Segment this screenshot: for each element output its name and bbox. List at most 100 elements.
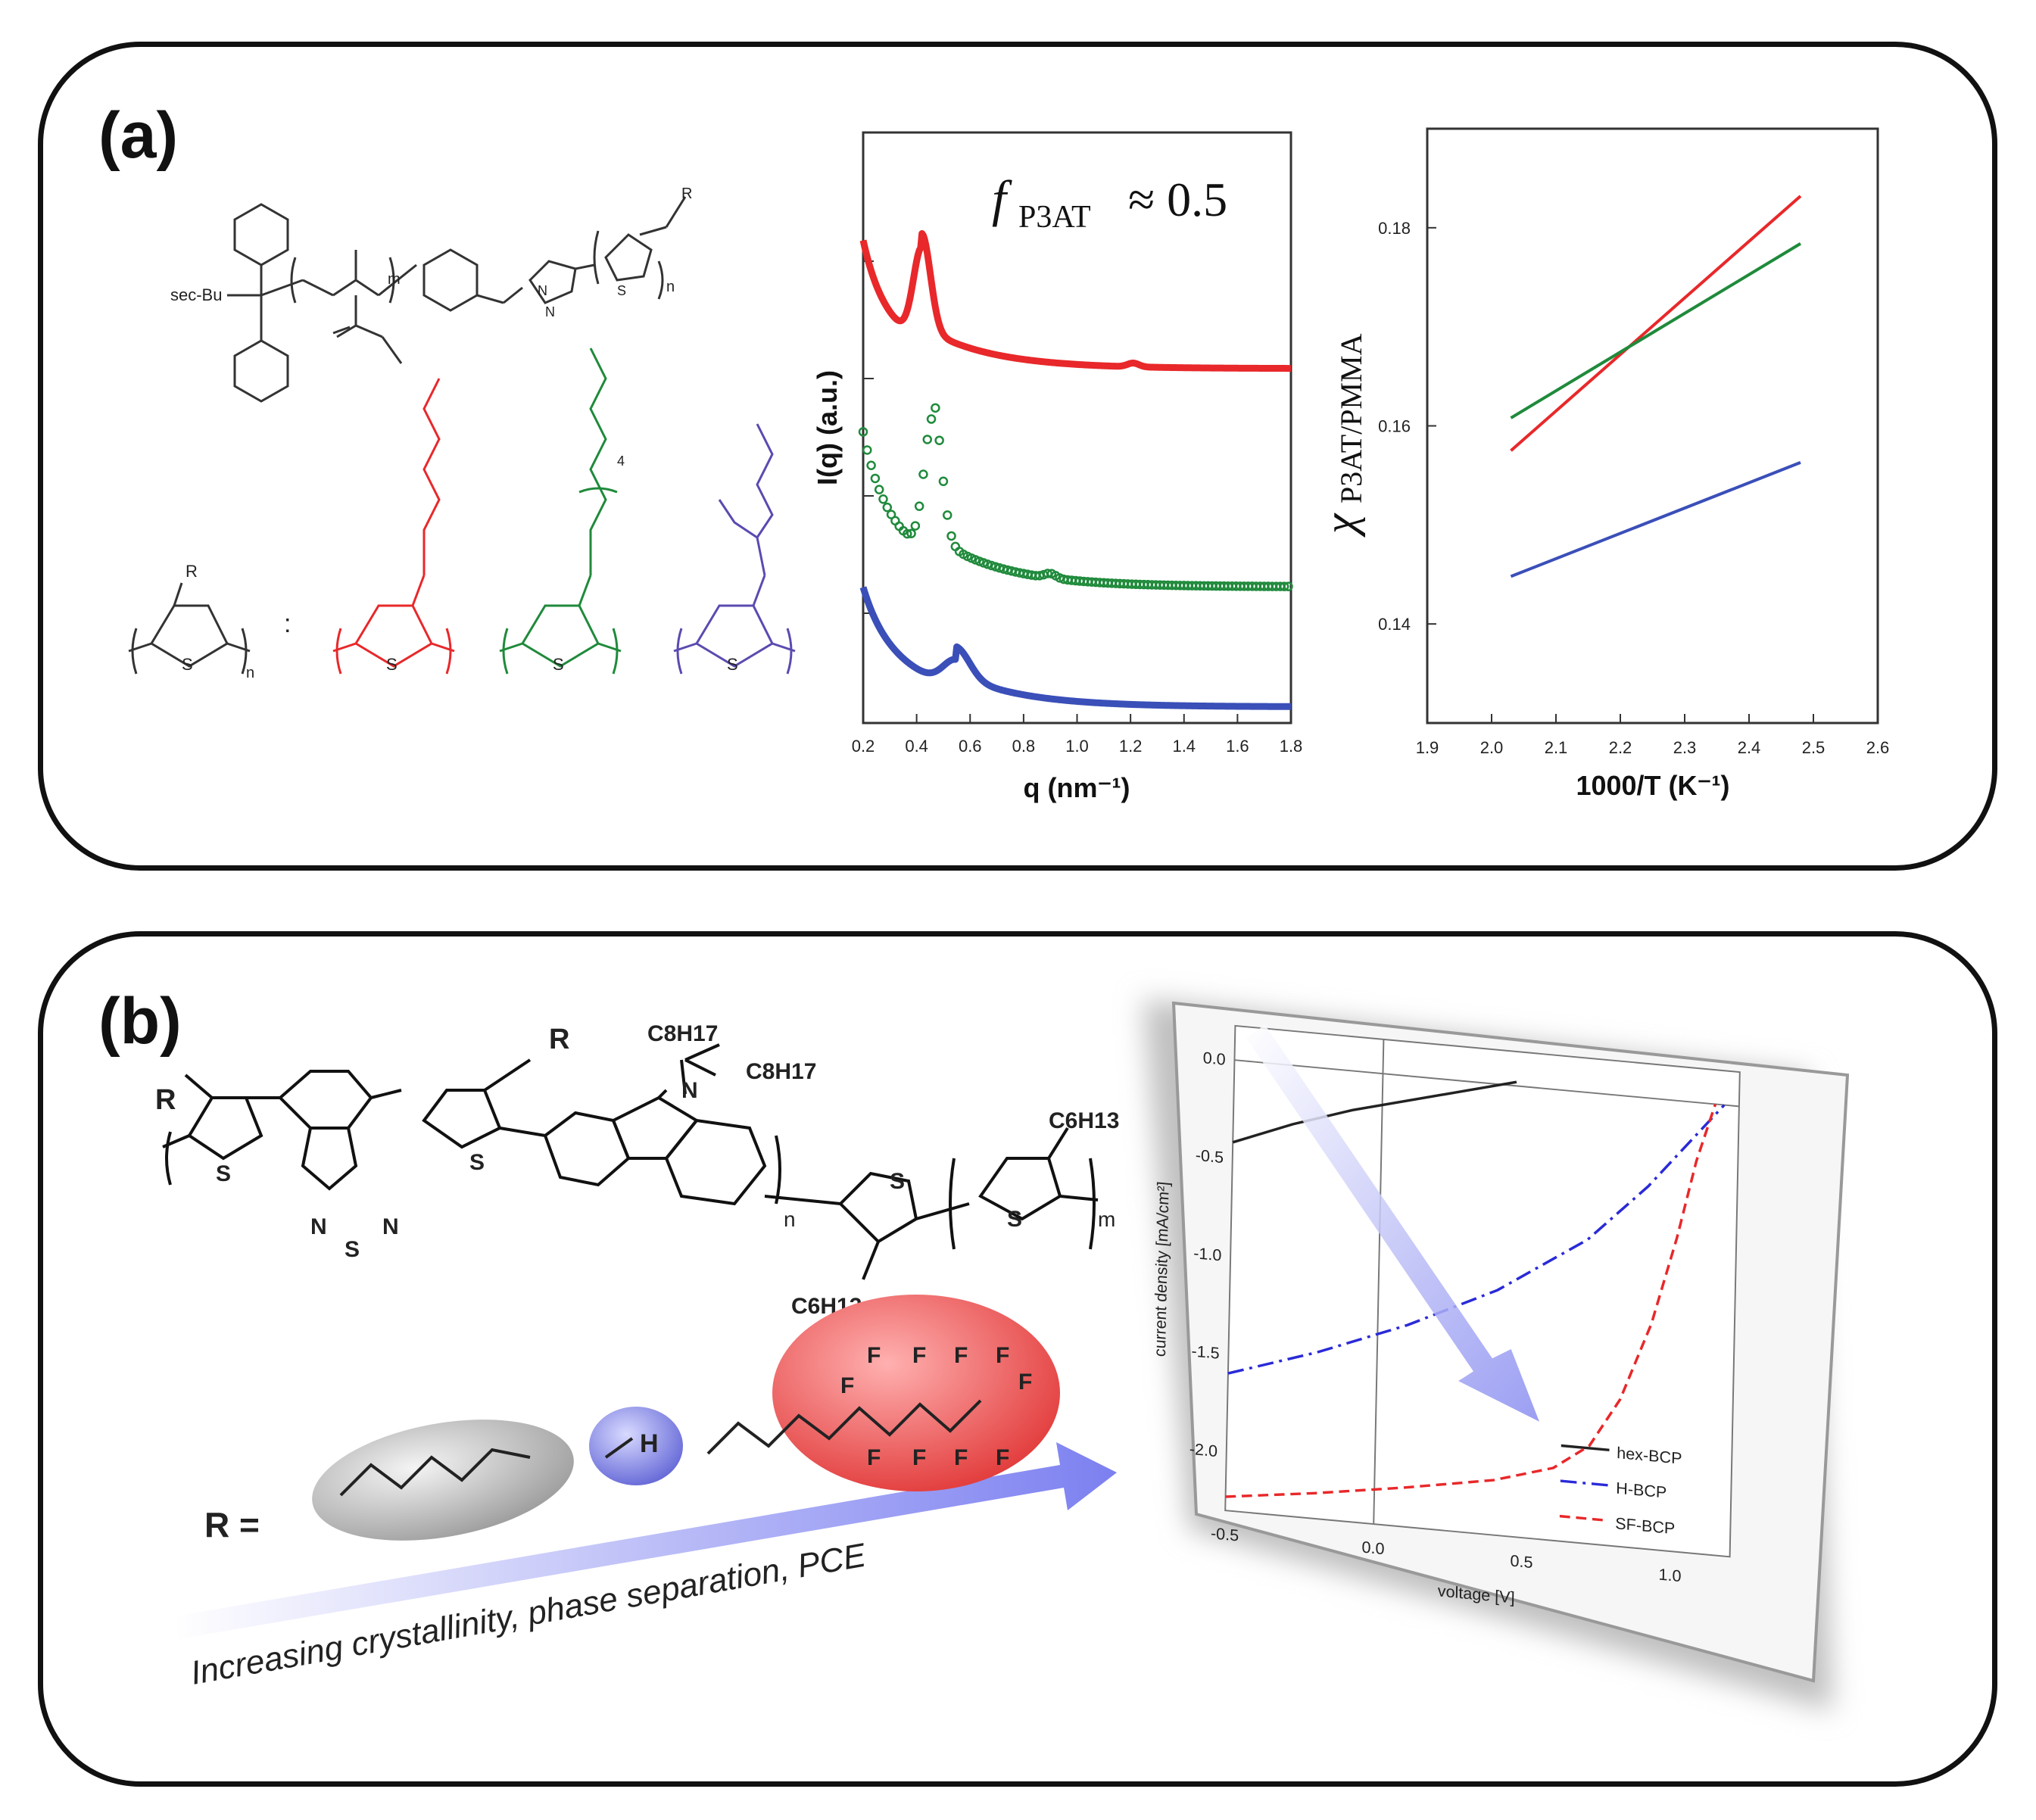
saxs-point-decyl	[862, 445, 872, 455]
fluorine-label: F	[840, 1373, 854, 1398]
jv-trend-arrow	[1246, 1024, 1540, 1422]
jv-vertical-zero	[1373, 1039, 1385, 1525]
m-subscript: m	[388, 271, 401, 288]
chi-xlabel: 1000/T (K⁻¹)	[1576, 770, 1729, 801]
jv-ylabel: current density [mA/cm²]	[1151, 1181, 1173, 1357]
saxs-point-decyl	[987, 560, 996, 571]
saxs-point-decyl	[874, 485, 884, 494]
jv-xtick-label: 1.0	[1658, 1566, 1681, 1586]
saxs-point-decyl	[931, 403, 940, 413]
saxs-chart: 0.2 0.4 0.6 0.8 1.0 1.2 1.4 1.6 1.8 f P3AT ≈ 0.5…	[812, 131, 1303, 803]
s-thiophene-top: S	[617, 283, 626, 298]
n-triazole-2: N	[545, 304, 555, 319]
n-subscript-b: n	[784, 1208, 796, 1231]
jv-xtick-label: -0.5	[1211, 1524, 1239, 1544]
fluorine-label: F	[996, 1343, 1009, 1368]
panel-a-label: (a)	[98, 99, 179, 172]
jv-ytick-label: -1.0	[1193, 1244, 1222, 1264]
saxs-point-decyl	[903, 528, 912, 539]
jv-legend-line	[1560, 1479, 1609, 1487]
hexyl-chain	[339, 1448, 531, 1497]
saxs-point-decyl	[990, 562, 1001, 572]
s-decyl-label: S	[553, 655, 564, 674]
thiophene-r-generic	[128, 582, 251, 675]
s-btd: S	[345, 1237, 360, 1262]
r-mid-label: R	[549, 1024, 569, 1055]
jv-zero-line	[1234, 1059, 1739, 1108]
saxs-point-decyl	[942, 510, 953, 520]
panel-a-frame	[38, 42, 1997, 871]
r-left-label: R	[155, 1084, 176, 1116]
fluorine-label: F	[996, 1445, 1009, 1470]
saxs-title-f: f	[992, 170, 1012, 227]
jv-curve-H-BCP	[1227, 1104, 1726, 1375]
thiophene-hexyl	[332, 378, 455, 675]
h-label: H	[640, 1429, 659, 1458]
saxs-line-ethylhexyl	[859, 586, 1293, 710]
saxs-xtick-label: 1.0	[1065, 737, 1089, 756]
thiophene-ethylhexyl	[673, 423, 796, 675]
fluorine-label: F	[954, 1343, 968, 1368]
jv-legend-line	[1561, 1444, 1610, 1452]
s-generic-label: S	[182, 655, 193, 674]
chi-ytick-label: 0.18	[1378, 219, 1411, 238]
jv-chart: -0.50.00.51.00.0-0.5-1.0-1.5-2.0voltage …	[1151, 1024, 1741, 1607]
saxs-point-decyl	[934, 435, 944, 445]
jv-curve-SF-BCP	[1225, 1103, 1717, 1498]
chi-xtick-label: 2.6	[1866, 738, 1890, 757]
c6h13-top: C6H13	[1049, 1108, 1119, 1133]
n-subscript-top: n	[666, 279, 675, 295]
saxs-point-decyl	[870, 473, 881, 484]
jv-ytick-label: -0.5	[1196, 1146, 1224, 1167]
chi-xtick-label: 2.5	[1802, 738, 1826, 757]
n-btd-1: N	[310, 1214, 327, 1239]
saxs-point-decyl	[1283, 581, 1293, 591]
saxs-xtick-label: 1.8	[1280, 737, 1303, 756]
fluorine-label: F	[912, 1445, 926, 1470]
r-top-label: R	[681, 185, 692, 202]
jv-curve-hex-BCP	[1232, 1080, 1517, 1144]
saxs-xlabel: q (nm⁻¹)	[1024, 772, 1130, 803]
saxs-point-decyl	[1279, 581, 1289, 591]
chi-xtick-label: 2.4	[1738, 738, 1761, 757]
saxs-point-decyl	[1043, 569, 1052, 578]
jv-ytick-label: -1.5	[1191, 1342, 1220, 1363]
saxs-xtick-label: 1.2	[1119, 737, 1143, 756]
saxs-point-decyl	[910, 521, 921, 531]
chi-ytick-label: 0.16	[1378, 417, 1411, 436]
saxs-point-decyl	[858, 427, 868, 437]
saxs-title-rest: ≈ 0.5	[1128, 173, 1227, 226]
s-right-label: S	[890, 1169, 905, 1194]
panel-a-chem-labels: sec-Bu m n R N N S	[170, 185, 692, 319]
increasing-arrow	[174, 1442, 1117, 1639]
jv-ytick-label: 0.0	[1202, 1049, 1225, 1069]
saxs-ylabel: I(q) (a.u.)	[812, 370, 843, 485]
c8h17-right: C8H17	[746, 1059, 816, 1084]
fluorine-label: F	[1018, 1370, 1032, 1395]
n-carbazole: N	[681, 1078, 698, 1103]
s-end-label: S	[1007, 1207, 1022, 1232]
hydrogen-ellipse	[589, 1407, 683, 1485]
chi-ytick-label: 0.14	[1378, 615, 1411, 634]
r-generic-label: R	[186, 562, 198, 581]
chi-xtick-label: 2.2	[1609, 738, 1632, 757]
c8h17-top: C8H17	[647, 1021, 718, 1046]
n-btd-2: N	[382, 1214, 399, 1239]
panel-b-polymer-structure	[162, 1043, 1099, 1280]
saxs-point-decyl	[914, 501, 924, 511]
saxs-point-decyl	[882, 502, 893, 513]
chi-line-hexyl	[1510, 195, 1802, 452]
chi-xtick-label: 2.1	[1545, 738, 1568, 757]
chi-xtick-label: 2.3	[1673, 738, 1697, 757]
saxs-xtick-label: 0.2	[852, 737, 875, 756]
jv-legend-line	[1559, 1514, 1608, 1522]
saxs-point-decyl	[906, 528, 916, 538]
fluorine-label: F	[867, 1343, 881, 1368]
saxs-point-decyl	[926, 414, 937, 424]
saxs-xtick-label: 1.6	[1226, 737, 1249, 756]
s-mid-label: S	[469, 1150, 485, 1175]
panel-b-chem-labels: R S N N S S R N C8H17 C8H17 S C6H13 n S …	[155, 1021, 1119, 1319]
m-subscript-b: m	[1098, 1208, 1115, 1231]
jv-ytick-label: -2.0	[1189, 1440, 1218, 1460]
